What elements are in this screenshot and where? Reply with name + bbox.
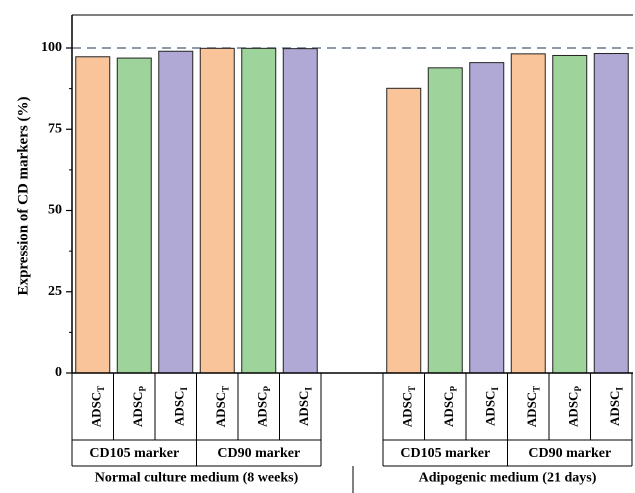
category-label: ADSCT: [524, 386, 541, 427]
bar: [469, 62, 505, 374]
category-label: ADSCP: [130, 386, 147, 427]
medium-label: Adipogenic medium (21 days): [419, 471, 597, 486]
bar: [427, 67, 463, 374]
marker-label: CD105 marker: [400, 446, 490, 461]
y-tick-label: 50: [48, 203, 62, 218]
category-label: ADSCP: [566, 386, 583, 427]
category-label: ADSCI: [607, 387, 624, 426]
category-label: ADSCT: [400, 386, 417, 427]
y-axis-title: Expression of CD markers (%): [15, 97, 31, 296]
marker-label: CD90 marker: [217, 446, 300, 461]
bar: [158, 50, 194, 374]
bar: [241, 47, 277, 374]
bar: [75, 56, 111, 374]
y-axis: 0 25 50 75 100: [41, 14, 633, 380]
y-tick-label: 75: [48, 121, 62, 136]
bar: [116, 57, 152, 374]
medium-label: Normal culture medium (8 weeks): [95, 471, 299, 486]
y-tick-label: 0: [55, 365, 62, 380]
bar: [593, 53, 629, 374]
plot-area: [72, 47, 633, 374]
marker-label: CD90 marker: [528, 446, 611, 461]
category-label: ADSCI: [483, 387, 500, 426]
category-label: ADSCP: [441, 386, 458, 427]
y-tick-label: 100: [41, 40, 62, 55]
category-axis: ADSCT ADSCP ADSCI CD105 marker ADSCT ADSCP ADS…: [71, 373, 633, 493]
category-label: ADSCI: [296, 387, 313, 426]
category-label: ADSCT: [213, 386, 230, 427]
bar: [552, 54, 588, 374]
y-tick-label: 25: [48, 284, 62, 299]
bar: [510, 53, 546, 374]
category-label: ADSCT: [89, 386, 106, 427]
bar: [199, 47, 235, 374]
category-label: ADSCP: [255, 386, 272, 427]
bar: [282, 48, 318, 374]
category-label: ADSCI: [172, 387, 189, 426]
bar: [386, 87, 422, 374]
marker-label: CD105 marker: [89, 446, 179, 461]
